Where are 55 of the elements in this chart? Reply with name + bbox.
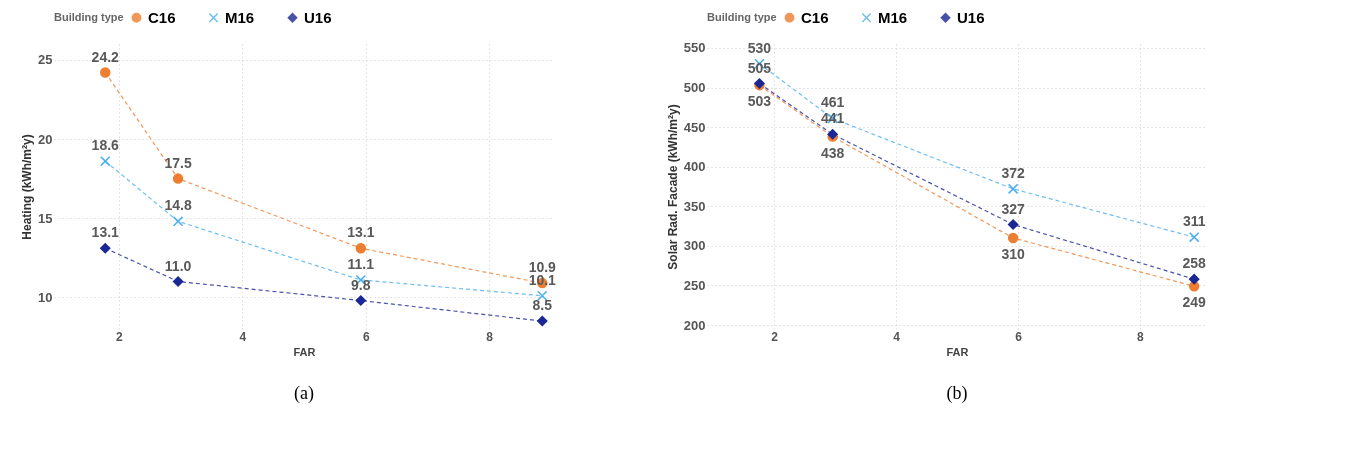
x-tick-label: 4 [893, 329, 901, 344]
data-label: 24.2 [91, 48, 120, 65]
data-label: 11.0 [164, 257, 192, 274]
data-label: 503 [747, 93, 772, 110]
data-label: 9.8 [351, 276, 371, 293]
data-label: 13.1 [91, 224, 120, 241]
data-label: 258 [1182, 255, 1207, 272]
x-tick-label: 6 [1015, 329, 1023, 344]
data-label: 11.1 [347, 255, 375, 272]
y-tick-label: 400 [683, 159, 706, 175]
data-label: 530 [747, 39, 772, 56]
data-label: 372 [1001, 164, 1025, 181]
x-tick-label: 8 [486, 329, 494, 344]
legend-label: M16 [878, 8, 908, 26]
y-tick-label: 15 [38, 210, 53, 226]
data-label: 505 [747, 59, 772, 76]
y-tick-label: 450 [683, 119, 706, 135]
legend-label: U16 [304, 8, 332, 26]
data-label: 14.8 [164, 197, 192, 214]
legend-label: C16 [801, 8, 829, 26]
data-label: 310 [1001, 245, 1025, 262]
legend-label: U16 [957, 8, 985, 26]
y-tick-label: 500 [683, 80, 706, 96]
x-tick-label: 8 [1137, 329, 1145, 344]
text: (b) [946, 383, 968, 404]
y-tick-label: 300 [683, 238, 706, 254]
legend-label: C16 [148, 8, 176, 26]
text: (a) [294, 383, 314, 404]
y-tick-label: 350 [683, 198, 706, 214]
data-label: 8.5 [532, 297, 553, 314]
data-label: 461 [820, 94, 845, 111]
data-label: 249 [1182, 294, 1207, 311]
y-tick-label: 20 [38, 131, 53, 147]
x-axis-title: FAR [946, 345, 969, 358]
x-axis-title: FAR [293, 345, 316, 358]
legend-label: M16 [225, 8, 255, 26]
data-label: 327 [1001, 200, 1025, 217]
y-axis-title: Solar Rad. Facade (kWh/m²y) [665, 104, 680, 270]
legend-title: Building type [707, 11, 777, 23]
x-tick-label: 2 [771, 329, 779, 344]
data-label: 438 [820, 144, 845, 161]
x-tick-label: 4 [239, 329, 247, 344]
data-label: 17.5 [164, 154, 192, 171]
x-tick-label: 6 [362, 329, 370, 344]
y-tick-label: 200 [683, 317, 706, 333]
y-tick-label: 550 [683, 40, 706, 56]
y-tick-label: 10 [38, 289, 53, 305]
data-label: 311 [1182, 213, 1206, 230]
y-axis-title: Heating (kWh/m²y) [20, 134, 35, 240]
y-tick-label: 250 [683, 277, 706, 293]
x-tick-label: 2 [115, 329, 123, 344]
data-label: 13.1 [347, 224, 375, 241]
legend-title: Building type [54, 11, 124, 23]
y-tick-label: 25 [38, 52, 53, 68]
data-label: 18.6 [91, 137, 120, 154]
